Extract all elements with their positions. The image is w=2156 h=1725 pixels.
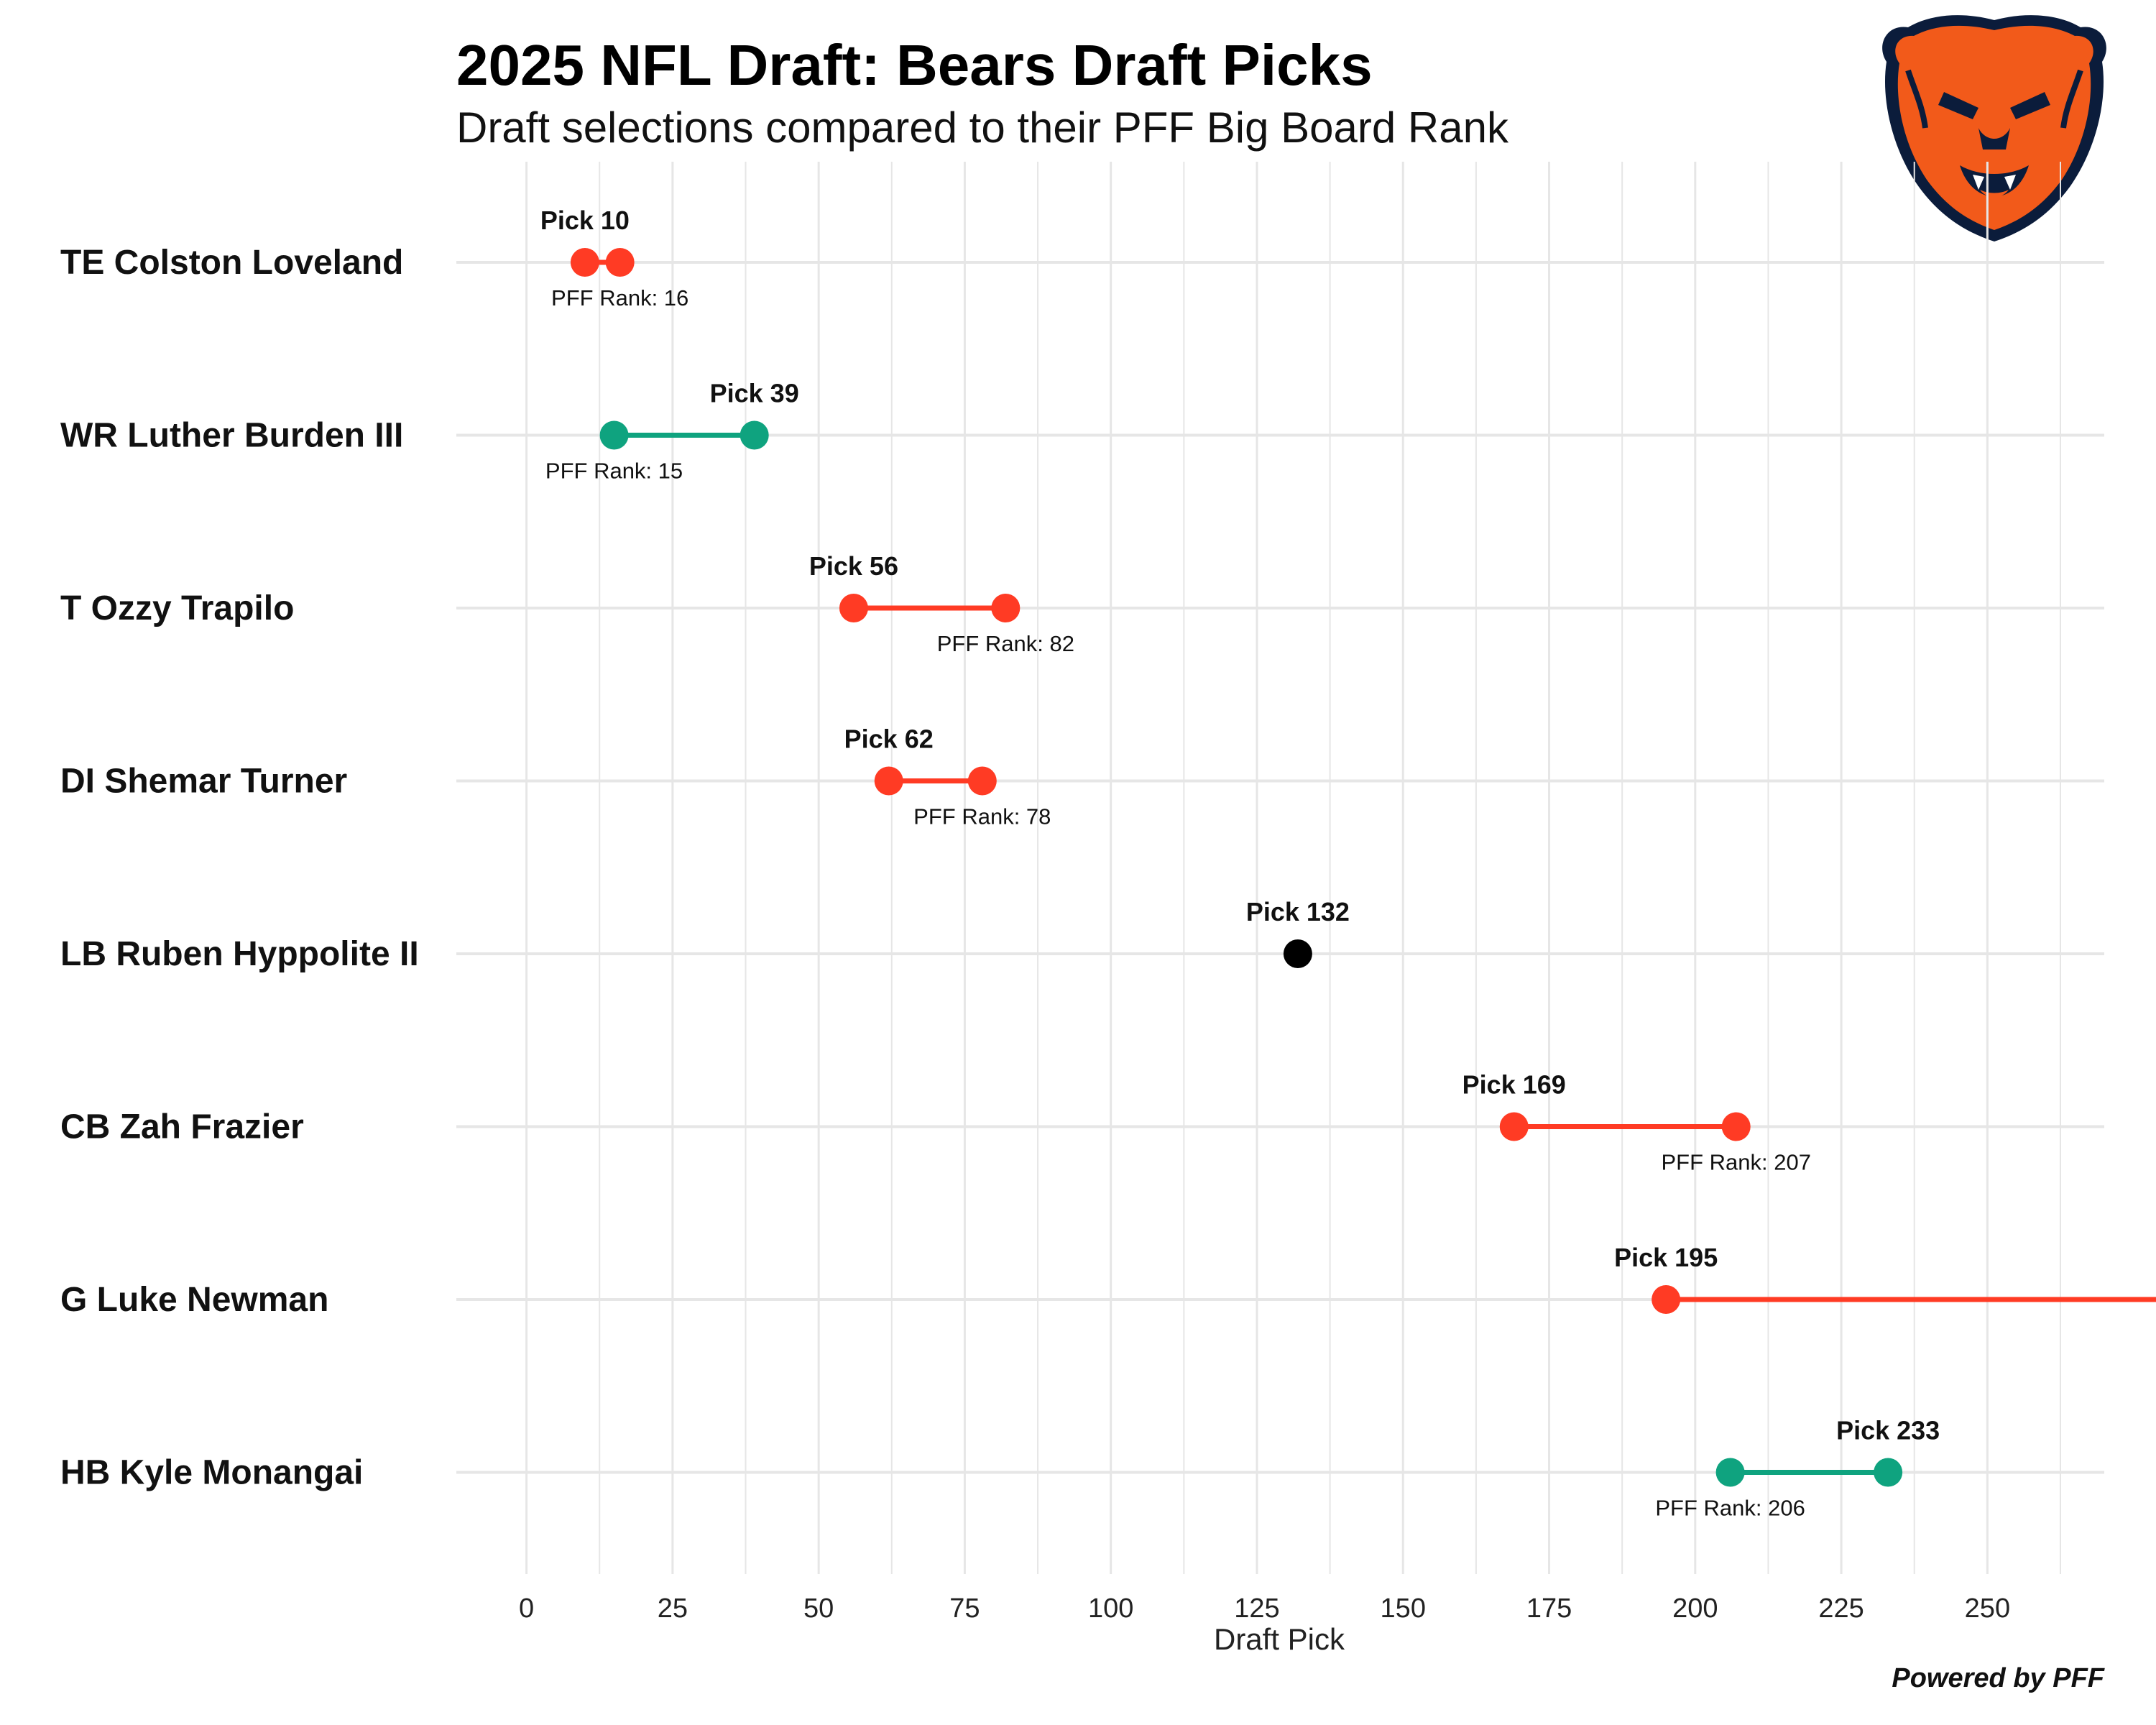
x-tick-label: 125 [1234, 1593, 1279, 1624]
player-name-label: HB Kyle Monangai [60, 1454, 363, 1492]
draft-pick-dot [740, 420, 769, 450]
x-tick-label: 50 [803, 1593, 834, 1624]
x-axis-label: Draft Pick [1214, 1622, 1345, 1656]
pff-rank-label: PFF Rank: 15 [545, 459, 683, 484]
x-tick-label: 75 [949, 1593, 980, 1624]
pff-rank-dot [1721, 1112, 1751, 1141]
draft-pick-dot [1499, 1112, 1529, 1141]
player-name-label: G Luke Newman [60, 1281, 328, 1319]
x-tick-label: 225 [1818, 1593, 1864, 1624]
draft-pick-label: Pick 39 [710, 379, 799, 408]
player-name-label: WR Luther Burden III [60, 417, 403, 455]
x-tick-label: 175 [1526, 1593, 1572, 1624]
pff-rank-label: PFF Rank: 82 [937, 631, 1074, 656]
player-name-label: CB Zah Frazier [60, 1108, 304, 1146]
player-name-label: DI Shemar Turner [60, 763, 347, 801]
pff-rank-dot [605, 248, 635, 277]
draft-pick-dot [874, 766, 903, 796]
draft-pick-dot [1651, 1285, 1681, 1314]
draft-pick-label: Pick 169 [1462, 1070, 1566, 1100]
powered-by-credit: Powered by PFF [1892, 1663, 2105, 1693]
pff-rank-dot [1715, 1458, 1745, 1487]
x-tick-label: 25 [658, 1593, 688, 1624]
draft-pick-label: Pick 233 [1836, 1416, 1940, 1445]
x-tick-label: 200 [1672, 1593, 1718, 1624]
x-tick-label: 150 [1381, 1593, 1426, 1624]
draft-pick-dot [1283, 939, 1312, 968]
pff-rank-dot [991, 594, 1021, 622]
draft-pick-dot [570, 248, 599, 277]
x-tick-label: 250 [1965, 1593, 2010, 1624]
player-name-label: T Ozzy Trapilo [60, 589, 294, 627]
player-name-label: LB Ruben Hyppolite II [60, 935, 419, 973]
draft-pick-label: Pick 132 [1246, 897, 1350, 926]
pff-rank-dot [599, 420, 629, 450]
pff-rank-label: PFF Rank: 16 [551, 285, 688, 310]
chart-title: 2025 NFL Draft: Bears Draft Picks [456, 33, 1373, 97]
pff-rank-label: PFF Rank: 206 [1655, 1496, 1805, 1521]
draft-pick-label: Pick 56 [809, 551, 898, 581]
draft-pick-dot [1874, 1458, 1903, 1487]
x-tick-label: 100 [1088, 1593, 1133, 1624]
draft-pick-dot [839, 594, 868, 622]
draft-pick-label: Pick 10 [540, 206, 630, 235]
pff-rank-label: PFF Rank: 78 [913, 804, 1051, 829]
chart-subtitle: Draft selections compared to their PFF B… [456, 104, 1509, 152]
draft-pick-label: Pick 195 [1614, 1243, 1718, 1272]
player-name-label: TE Colston Loveland [60, 244, 403, 282]
draft-pick-label: Pick 62 [844, 724, 934, 754]
bears-logo [1882, 15, 2106, 242]
pff-rank-label: PFF Rank: 207 [1661, 1150, 1810, 1175]
pff-rank-dot [967, 766, 997, 796]
x-tick-label: 0 [519, 1593, 534, 1624]
